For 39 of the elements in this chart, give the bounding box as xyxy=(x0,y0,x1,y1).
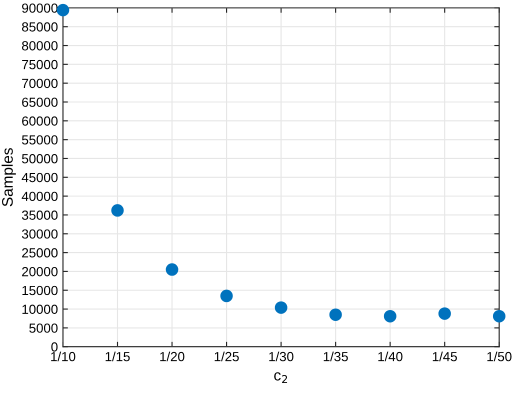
y-tick-label: 15000 xyxy=(22,286,58,296)
y-tick-label: 75000 xyxy=(22,60,58,70)
x-tick-label: 1/40 xyxy=(378,352,402,362)
y-tick-label: 30000 xyxy=(22,229,58,239)
y-tick-label: 65000 xyxy=(22,98,58,107)
x-tick-label: 1/20 xyxy=(160,352,184,362)
point xyxy=(166,263,178,276)
point xyxy=(274,301,288,314)
y-tick-label: 55000 xyxy=(22,135,58,145)
point xyxy=(492,310,506,322)
x-tick-label: 1/45 xyxy=(432,352,457,362)
y-tick-label: 50000 xyxy=(22,154,58,164)
y-tick-label: 35000 xyxy=(22,210,58,220)
point xyxy=(384,310,396,322)
y-tick-label: 85000 xyxy=(22,22,58,32)
y-tick-label: 70000 xyxy=(22,78,58,88)
x-axis-title: c$_{2}$ xyxy=(274,372,288,383)
y-tick-label: 25000 xyxy=(22,248,58,258)
y-tick-label: 80000 xyxy=(22,41,58,50)
x-tick-label: 1/50 xyxy=(487,352,512,362)
x-tick-label: 1/30 xyxy=(269,352,294,362)
y-axis-title: Samples xyxy=(2,148,16,206)
y-tick-label: 90000 xyxy=(22,3,58,13)
y-tick-label: 60000 xyxy=(22,116,58,126)
y-tick-label: 20000 xyxy=(22,266,58,276)
point xyxy=(56,4,70,16)
point xyxy=(111,204,124,217)
x-tick-label: 1/15 xyxy=(106,352,130,362)
y-tick-label: 5000 xyxy=(29,323,58,333)
y-tick-label: 0 xyxy=(51,342,58,352)
point xyxy=(438,307,451,320)
x-tick-label: 1/25 xyxy=(214,352,239,362)
y-tick-label: 45000 xyxy=(22,172,58,182)
point xyxy=(329,308,342,321)
y-tick-label: 40000 xyxy=(22,192,58,202)
x-tick-label: 1/10 xyxy=(51,352,76,362)
x-tick-label: 1/35 xyxy=(324,352,348,362)
y-tick-label: 10000 xyxy=(22,304,58,314)
point xyxy=(220,290,233,302)
